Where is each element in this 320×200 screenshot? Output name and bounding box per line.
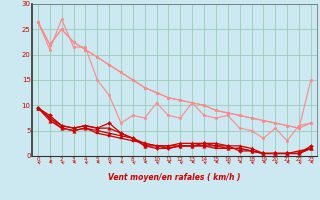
X-axis label: Vent moyen/en rafales ( km/h ): Vent moyen/en rafales ( km/h ) xyxy=(108,174,241,182)
